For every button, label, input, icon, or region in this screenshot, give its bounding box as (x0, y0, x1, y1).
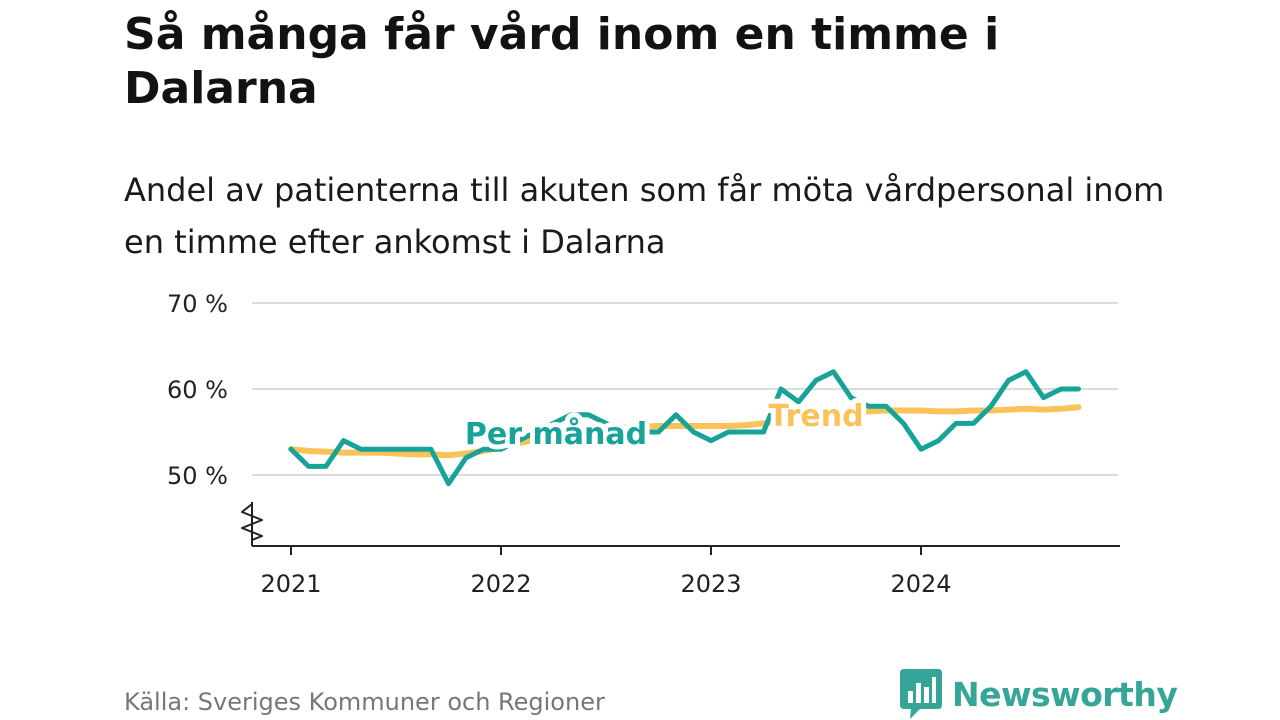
per-month-line (288, 369, 1081, 487)
x-tick-label: 2022 (470, 570, 531, 598)
brand: Newsworthy (900, 668, 1178, 720)
x-tick-label: 2024 (890, 570, 951, 598)
x-tick-label: 2023 (680, 570, 741, 598)
brand-name: Newsworthy (952, 674, 1178, 714)
trend-label-halo: Trend (768, 399, 863, 434)
y-tick-label: 60 % (167, 376, 228, 404)
newsworthy-logo-icon (900, 669, 942, 719)
axis-break-icon (241, 503, 263, 541)
y-tick-label: 70 % (167, 290, 228, 318)
per-month-label-halo: Per månad (465, 416, 647, 452)
chart-subtitle: Andel av patienterna till akuten som får… (124, 171, 1165, 261)
line-chart: 50 %60 %70 % 2021 2022 2023 2024 Per månadP… (167, 290, 1120, 598)
chart-title: Så många får vård inom en timme i Dalarn… (124, 9, 1000, 114)
trend-label: Trend (768, 399, 863, 434)
source-note: Källa: Sveriges Kommuner och Regioner (124, 688, 605, 716)
gridlines (252, 302, 1118, 476)
x-tick-label: 2021 (260, 570, 321, 598)
x-axis (241, 502, 1120, 547)
y-axis-ticks: 50 % 60 % 70 % (167, 290, 228, 490)
x-axis-ticks: 2021 2022 2023 2024 (260, 546, 952, 598)
per-month-label: Per månad (465, 416, 647, 452)
series (288, 369, 1082, 487)
y-tick-label: 50 % (167, 462, 228, 490)
